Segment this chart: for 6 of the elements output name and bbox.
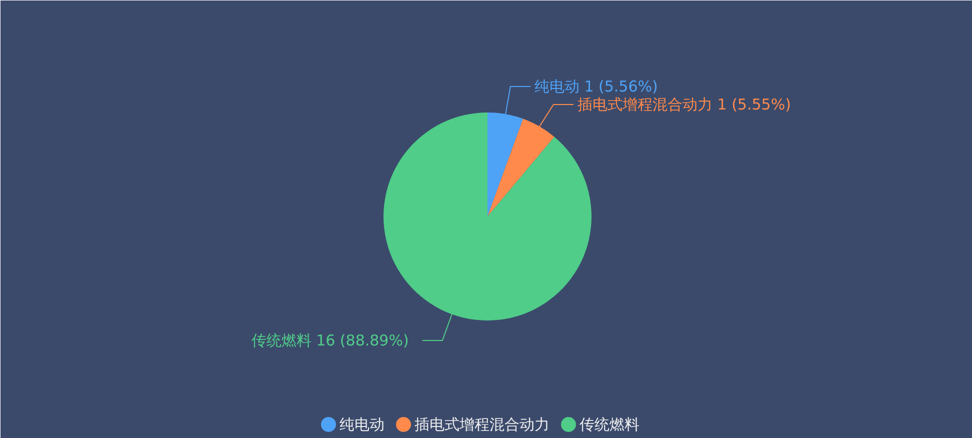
legend-label: 纯电动 <box>340 416 384 434</box>
legend-label: 传统燃料 <box>580 416 640 434</box>
category-label: 插电式增程混合动力 1 (5.55%) <box>578 96 791 114</box>
legend-label: 插电式增程混合动力 <box>414 416 550 434</box>
category-label: 传统燃料 16 (88.89%) <box>251 332 409 350</box>
category-label: 纯电动 1 (5.56%) <box>534 78 658 96</box>
